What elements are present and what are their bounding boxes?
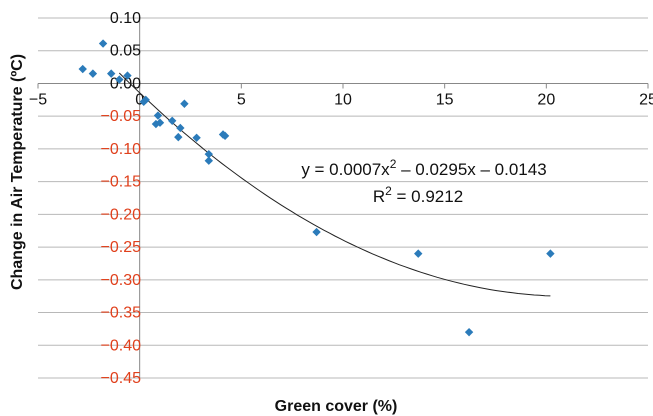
data-point [220, 131, 230, 141]
data-point [168, 116, 177, 125]
y-tick-label: −0.30 [101, 272, 142, 289]
y-tick-label: −0.05 [101, 108, 142, 125]
y-tick-label: −0.10 [101, 141, 142, 158]
data-point [107, 69, 116, 78]
data-point [176, 123, 185, 133]
data-point [192, 133, 201, 142]
trendline [118, 72, 551, 297]
y-axis-title: Change in Air Temperature (ºC) [9, 54, 26, 290]
data-points [78, 39, 555, 337]
data-point [78, 64, 87, 74]
x-tick-label: 5 [237, 91, 246, 108]
x-tick-label: 0 [135, 91, 144, 108]
data-point [174, 132, 183, 142]
data-point [204, 149, 213, 159]
x-axis-title: Green cover (%) [275, 398, 398, 415]
x-tick-label: 15 [436, 91, 454, 108]
x-tick-label: 20 [537, 91, 555, 108]
data-point [464, 327, 474, 337]
r-squared-label: R2 = 0.9212 [373, 184, 463, 206]
x-tick-label: −5 [29, 91, 47, 108]
y-tick-label: 0.10 [110, 10, 141, 27]
data-point [180, 99, 189, 108]
data-point [153, 111, 163, 120]
data-point [155, 118, 165, 127]
y-tick-label: −0.40 [101, 337, 142, 354]
y-tick-label: −0.45 [101, 370, 142, 387]
data-point [123, 71, 132, 80]
y-tick-label: −0.20 [101, 206, 142, 223]
y-tick-label: −0.15 [101, 174, 142, 191]
data-point [115, 75, 124, 84]
gridlines [38, 17, 648, 379]
y-tick-label: 0.05 [110, 43, 141, 60]
trendline-equation: y = 0.0007x2 – 0.0295x – 0.0143 [301, 157, 546, 179]
data-point [546, 249, 555, 258]
x-tick-labels: −5 0 5 10 15 20 25 [29, 91, 653, 108]
x-tick-label: 25 [639, 91, 653, 108]
axes [37, 18, 649, 378]
data-point [414, 249, 423, 258]
data-point [141, 95, 150, 105]
data-point [98, 39, 108, 48]
data-point [312, 227, 321, 237]
x-tick-label: 10 [334, 91, 352, 108]
y-tick-label: −0.25 [101, 239, 142, 256]
data-point [88, 69, 98, 78]
y-tick-labels: 0.100.050.00−0.05−0.10−0.15−0.20−0.25−0.… [101, 10, 142, 387]
y-tick-label: −0.35 [101, 305, 142, 322]
data-point [204, 156, 213, 165]
